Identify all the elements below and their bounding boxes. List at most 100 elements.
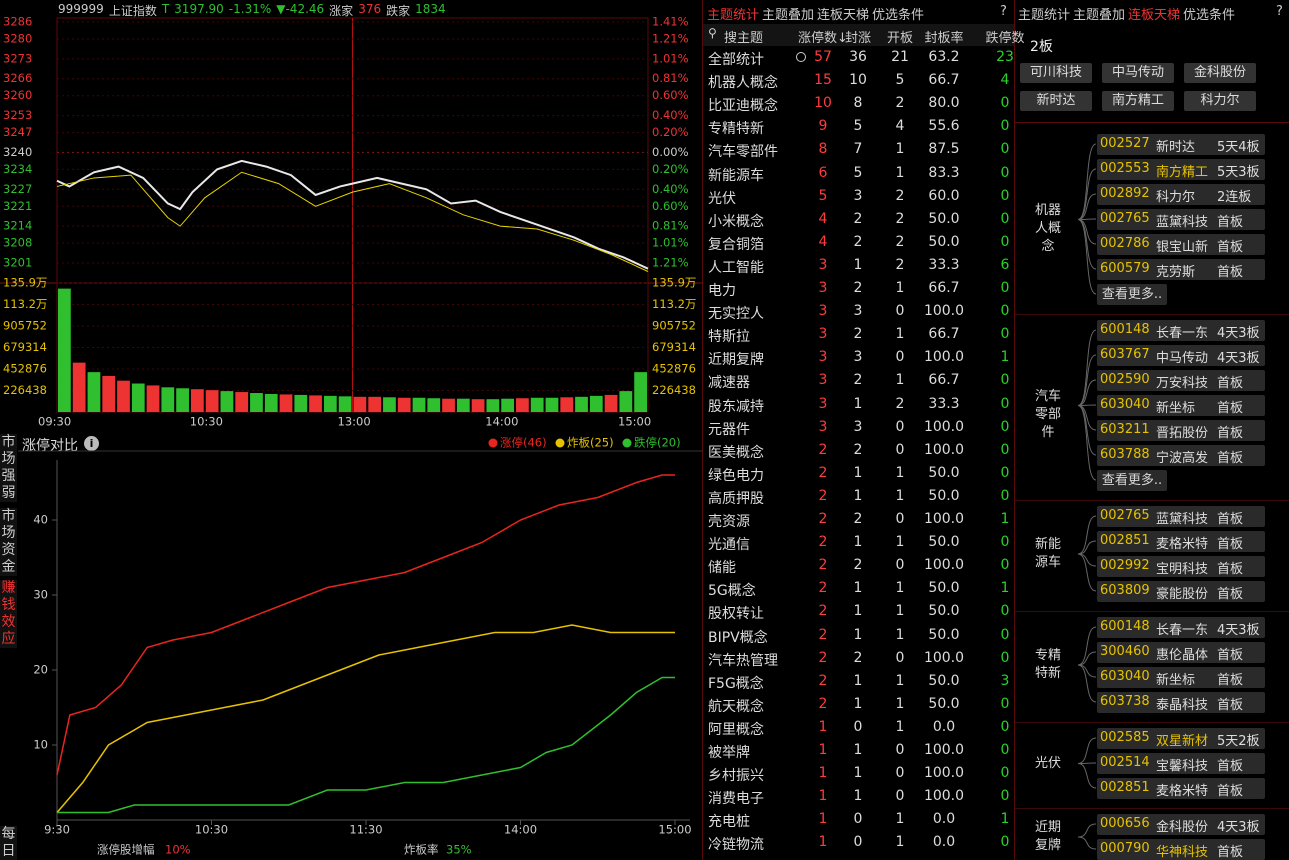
volume-bar — [456, 398, 470, 412]
more-button[interactable]: 查看更多.. — [1097, 470, 1167, 491]
tab[interactable]: 主题统计 — [1018, 8, 1071, 23]
stock-item[interactable]: 600579 克劳斯 首板 — [1097, 259, 1265, 280]
column-header[interactable]: 涨停数↓ — [798, 31, 848, 46]
stock-item[interactable]: 603809 豪能股份 首板 — [1097, 581, 1265, 602]
tab[interactable]: ? — [1276, 4, 1283, 19]
stock-item[interactable]: 603040 新坐标 首板 — [1097, 667, 1265, 688]
column-header[interactable]: 封板率 — [924, 31, 964, 46]
stock-item[interactable]: 603788 宁波高发 首板 — [1097, 445, 1265, 466]
stock-item[interactable]: 002527 新时达 5天4板 — [1097, 134, 1265, 155]
column-header[interactable]: 跌停数 — [985, 31, 1025, 46]
theme-name[interactable]: 储能 — [708, 560, 736, 577]
tab[interactable]: ? — [1000, 4, 1007, 19]
column-header[interactable]: 开板 — [886, 31, 914, 46]
theme-name[interactable]: 汽车零部件 — [708, 144, 778, 161]
stock-item[interactable]: 000790 华神科技 首板 — [1097, 839, 1265, 860]
stock-name: 豪能股份 — [1156, 587, 1209, 602]
column-header[interactable]: 搜主题 — [724, 31, 764, 46]
stock-button[interactable]: 金科股份 — [1184, 63, 1256, 83]
theme-name[interactable]: 机器人概念 — [708, 75, 778, 92]
side-tab[interactable]: 赚钱效应 — [0, 580, 17, 648]
tab[interactable]: 优选条件 — [872, 8, 925, 23]
theme-name[interactable]: 全部统计 — [708, 52, 764, 68]
radio-icon — [796, 52, 806, 62]
stock-item[interactable]: 002765 蓝黛科技 首板 — [1097, 209, 1265, 230]
stock-tag: 首板 — [1217, 648, 1244, 663]
theme-name[interactable]: 乡村振兴 — [708, 768, 764, 785]
stock-item[interactable]: 002514 宝馨科技 首板 — [1097, 753, 1265, 774]
stock-item[interactable]: 603767 中马传动 4天3板 — [1097, 345, 1265, 366]
column-header[interactable]: 封涨 — [844, 31, 872, 46]
theme-name[interactable]: 元器件 — [708, 421, 750, 438]
theme-name[interactable]: 新能源车 — [708, 167, 764, 184]
theme-name[interactable]: 航天概念 — [708, 698, 764, 715]
tab[interactable]: 连板天梯 — [817, 8, 870, 23]
theme-name[interactable]: 无实控人 — [708, 306, 764, 323]
theme-name[interactable]: 高质押股 — [708, 490, 764, 507]
stock-item[interactable]: 002786 银宝山新 首板 — [1097, 234, 1265, 255]
cell: 1 — [895, 326, 905, 343]
stock-item[interactable]: 000656 金科股份 4天3板 — [1097, 814, 1265, 835]
side-tab[interactable]: 每日 — [0, 826, 17, 860]
stock-item[interactable]: 300460 惠伦晶体 首板 — [1097, 642, 1265, 663]
stock-item[interactable]: 002585 双星新材 5天2板 — [1097, 728, 1265, 749]
cell: 3 — [818, 256, 828, 273]
theme-name[interactable]: 小米概念 — [708, 213, 764, 230]
volume-bar — [560, 397, 574, 412]
stock-button[interactable]: 科力尔 — [1184, 91, 1256, 111]
stock-name: 宝馨科技 — [1156, 759, 1209, 774]
side-tab[interactable]: 市场强弱 — [0, 434, 17, 502]
side-tab[interactable]: 市场资金 — [0, 508, 17, 576]
stock-button[interactable]: 中马传动 — [1102, 63, 1174, 83]
theme-name[interactable]: 股权转让 — [708, 606, 764, 623]
theme-name[interactable]: 专精特新 — [708, 121, 764, 138]
stock-item[interactable]: 603040 新坐标 首板 — [1097, 395, 1265, 416]
theme-name[interactable]: 消费电子 — [708, 791, 764, 808]
tab[interactable]: 连板天梯 — [1128, 8, 1181, 23]
theme-name[interactable]: 充电桩 — [708, 814, 750, 831]
tab[interactable]: 主题叠加 — [1073, 8, 1126, 23]
theme-name[interactable]: 比亚迪概念 — [708, 98, 778, 115]
tab[interactable]: 主题统计 — [707, 8, 760, 23]
header-code: 999999 — [58, 2, 104, 16]
theme-name[interactable]: 电力 — [708, 283, 736, 299]
stock-item[interactable]: 002851 麦格米特 首板 — [1097, 531, 1265, 552]
stock-item[interactable]: 002765 蓝黛科技 首板 — [1097, 506, 1265, 527]
theme-name[interactable]: 医美概念 — [708, 444, 764, 461]
connector — [1077, 651, 1097, 666]
more-button[interactable]: 查看更多.. — [1097, 284, 1167, 305]
theme-name[interactable]: 光通信 — [708, 537, 750, 554]
stock-button[interactable]: 南方精工 — [1102, 91, 1174, 111]
theme-name[interactable]: 光伏 — [708, 190, 736, 207]
theme-name[interactable]: 被举牌 — [708, 745, 750, 761]
theme-name[interactable]: 阿里概念 — [708, 721, 764, 738]
stock-item[interactable]: 002992 宝明科技 首板 — [1097, 556, 1265, 577]
theme-name[interactable]: 冷链物流 — [708, 837, 764, 854]
theme-name[interactable]: 复合铜箔 — [708, 236, 764, 253]
theme-name[interactable]: 近期复牌 — [708, 352, 764, 369]
stock-item[interactable]: 002553 南方精工 5天3板 — [1097, 159, 1265, 180]
stock-item[interactable]: 002851 麦格米特 首板 — [1097, 778, 1265, 799]
theme-name[interactable]: 股东减持 — [708, 398, 764, 415]
theme-name[interactable]: 特斯拉 — [708, 329, 750, 346]
theme-name[interactable]: 汽车热管理 — [708, 652, 778, 669]
theme-name[interactable]: BIPV概念 — [708, 629, 768, 646]
stock-item[interactable]: 600148 长春一东 4天3板 — [1097, 617, 1265, 638]
theme-name[interactable]: 壳资源 — [708, 514, 750, 530]
cell: 100.0 — [923, 765, 965, 782]
tab[interactable]: 主题叠加 — [762, 8, 815, 23]
theme-name[interactable]: 减速器 — [708, 375, 750, 392]
theme-name[interactable]: 绿色电力 — [708, 467, 764, 484]
stock-item[interactable]: 002590 万安科技 首板 — [1097, 370, 1265, 391]
stock-item[interactable]: 600148 长春一东 4天3板 — [1097, 320, 1265, 341]
cell: 7 — [853, 141, 863, 158]
stock-item[interactable]: 002892 科力尔 2连板 — [1097, 184, 1265, 205]
stock-item[interactable]: 603211 晋拓股份 首板 — [1097, 420, 1265, 441]
stock-button[interactable]: 可川科技 — [1020, 63, 1092, 83]
theme-name[interactable]: F5G概念 — [708, 675, 764, 692]
stock-button[interactable]: 新时达 — [1020, 91, 1092, 111]
theme-name[interactable]: 5G概念 — [708, 583, 756, 600]
tab[interactable]: 优选条件 — [1183, 8, 1236, 23]
theme-name[interactable]: 人工智能 — [708, 259, 764, 276]
stock-item[interactable]: 603738 泰晶科技 首板 — [1097, 692, 1265, 713]
